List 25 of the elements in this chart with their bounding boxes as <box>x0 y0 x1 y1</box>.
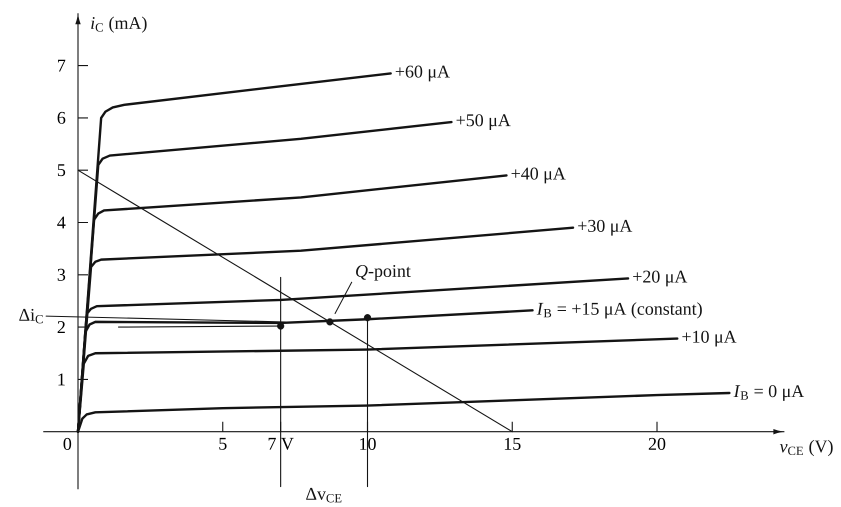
x-tick-label: 15 <box>504 438 521 450</box>
x-tick-label: 7 V <box>268 438 294 450</box>
series-label: I$_{B}$ = 0 μA <box>734 385 804 401</box>
x-tick-label: 0 <box>64 438 72 450</box>
y-tick-label: 1 <box>58 373 65 386</box>
series-label: +50 μA <box>456 114 511 130</box>
annotation: Q-point <box>356 264 411 281</box>
y-tick-label: 7 <box>58 60 66 72</box>
annotation: Δi$_{C}$ <box>19 308 43 324</box>
y-tick-label: 4 <box>57 216 66 228</box>
series-label: +20 μA <box>633 270 688 286</box>
x-axis-title: v$_{CE}$ (V) <box>780 440 833 456</box>
series-label: +40 μA <box>512 168 566 184</box>
x-tick-label: 20 <box>648 438 666 450</box>
series-label: I$_{B}$ = +15 μA (constant) <box>536 302 702 319</box>
series-label: +30 μA <box>578 220 632 236</box>
y-axis-title: i$_{C}$ (mA) <box>91 16 147 33</box>
x-tick-label: 5 <box>219 438 227 450</box>
y-tick-label: 2 <box>58 321 65 334</box>
y-tick-label: 3 <box>58 268 66 281</box>
y-tick-label: 6 <box>58 112 66 124</box>
y-tick-label: 5 <box>58 164 66 176</box>
series-label: +60 μA <box>396 66 450 82</box>
series-label: +10 μA <box>682 330 736 346</box>
annotation: Δv$_{CE}$ <box>306 488 342 502</box>
